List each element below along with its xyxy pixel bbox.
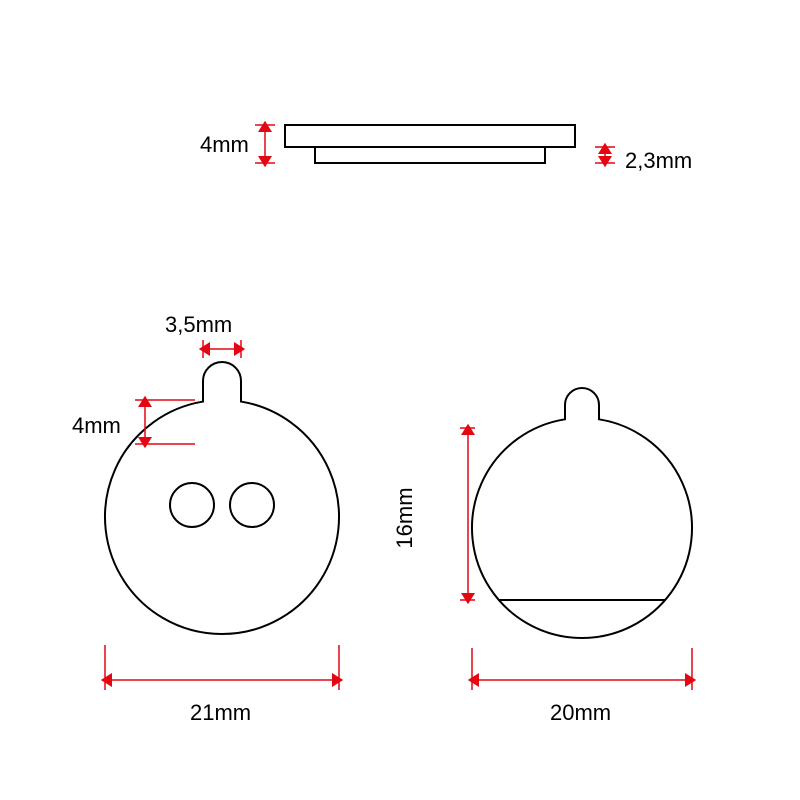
dimension-label: 3,5mm bbox=[165, 312, 232, 337]
side-view-outer bbox=[285, 125, 575, 147]
dimension-label: 2,3mm bbox=[625, 148, 692, 173]
dimension-label: 4mm bbox=[200, 132, 249, 157]
dimension-label: 20mm bbox=[550, 700, 611, 725]
left-part-outline bbox=[105, 362, 339, 634]
side-view-inner bbox=[315, 147, 545, 163]
left-hole-2 bbox=[230, 483, 274, 527]
left-hole-1 bbox=[170, 483, 214, 527]
dimension-label: 16mm bbox=[392, 487, 417, 548]
dimension-label: 4mm bbox=[72, 413, 121, 438]
technical-drawing: 4mm 2,3mm 3,5mm 4mm 21mm 16mm 20mm bbox=[0, 0, 800, 800]
dimension-label: 21mm bbox=[190, 700, 251, 725]
